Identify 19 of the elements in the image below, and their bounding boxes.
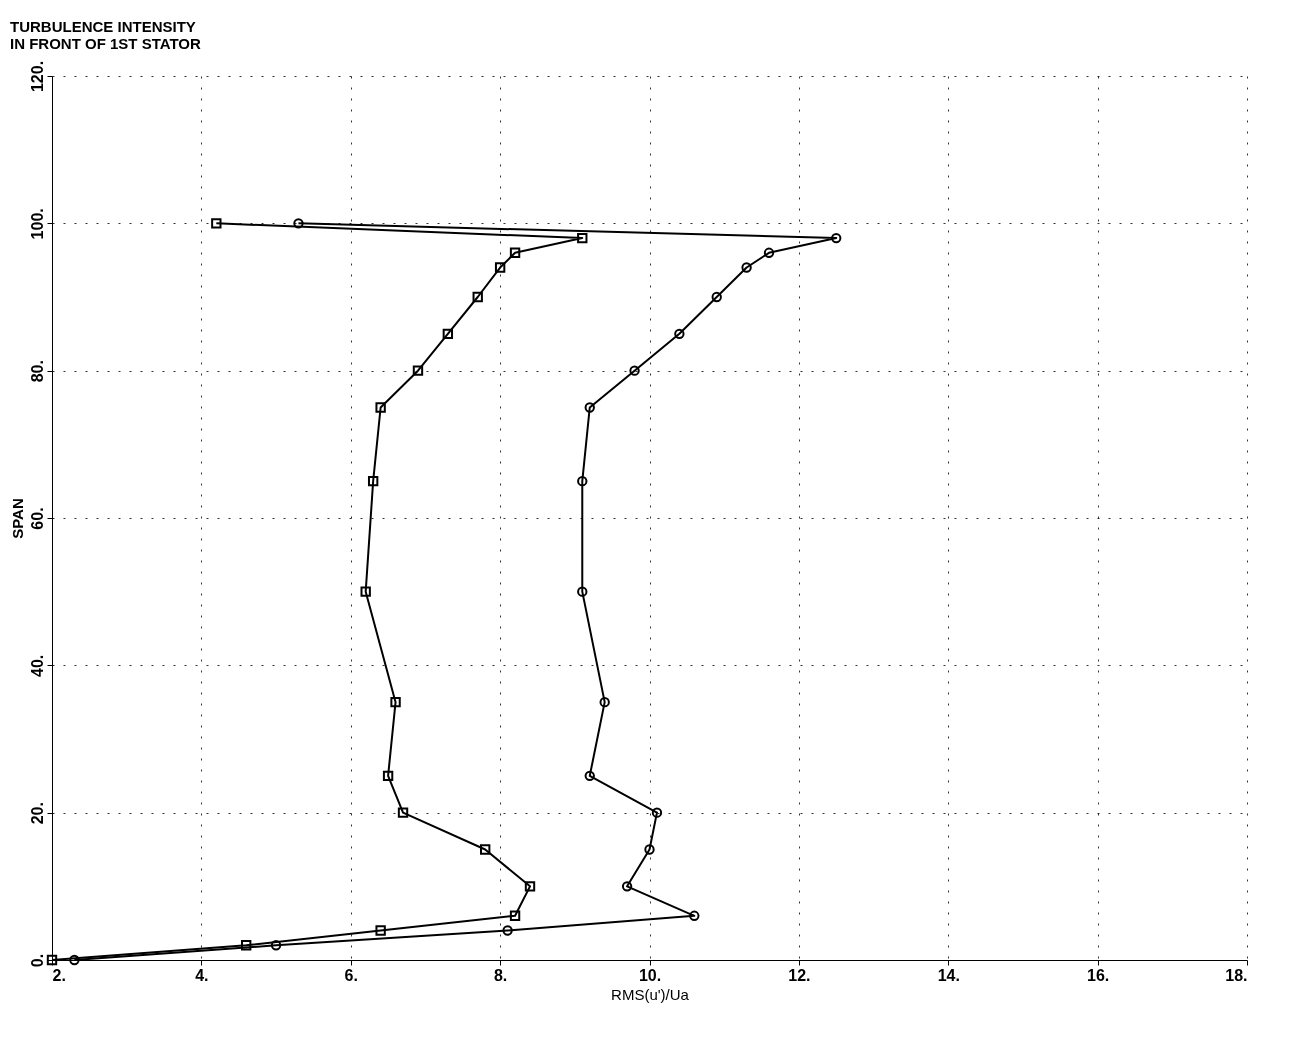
x-axis-title: RMS(u')/Ua	[611, 985, 690, 1003]
y-tick-label: 60.	[28, 507, 46, 530]
x-tick-label: 8.	[493, 966, 508, 984]
x-tick-label: 4.	[195, 966, 209, 984]
y-tick-label: 0.	[28, 953, 46, 968]
x-tick-label: 14.	[937, 966, 960, 984]
y-tick-label: 120.	[28, 60, 46, 93]
x-tick-label: 6.	[344, 966, 358, 984]
y-tick-label: 40.	[28, 654, 46, 677]
x-tick-label: 16.	[1087, 966, 1110, 984]
y-tick-label: 80.	[28, 360, 46, 383]
chart-title: TURBULENCE INTENSITY IN FRONT OF 1ST STATOR	[10, 18, 201, 53]
x-tick-label: 18.	[1225, 966, 1248, 984]
x-tick-label: 10.	[638, 966, 662, 984]
y-axis-title: SPAN	[8, 498, 26, 539]
y-tick-label: 20.	[28, 802, 46, 825]
x-tick-label: 12.	[788, 966, 811, 984]
y-tick-label: 100.	[28, 208, 46, 240]
x-tick-label: 2.	[52, 966, 66, 984]
